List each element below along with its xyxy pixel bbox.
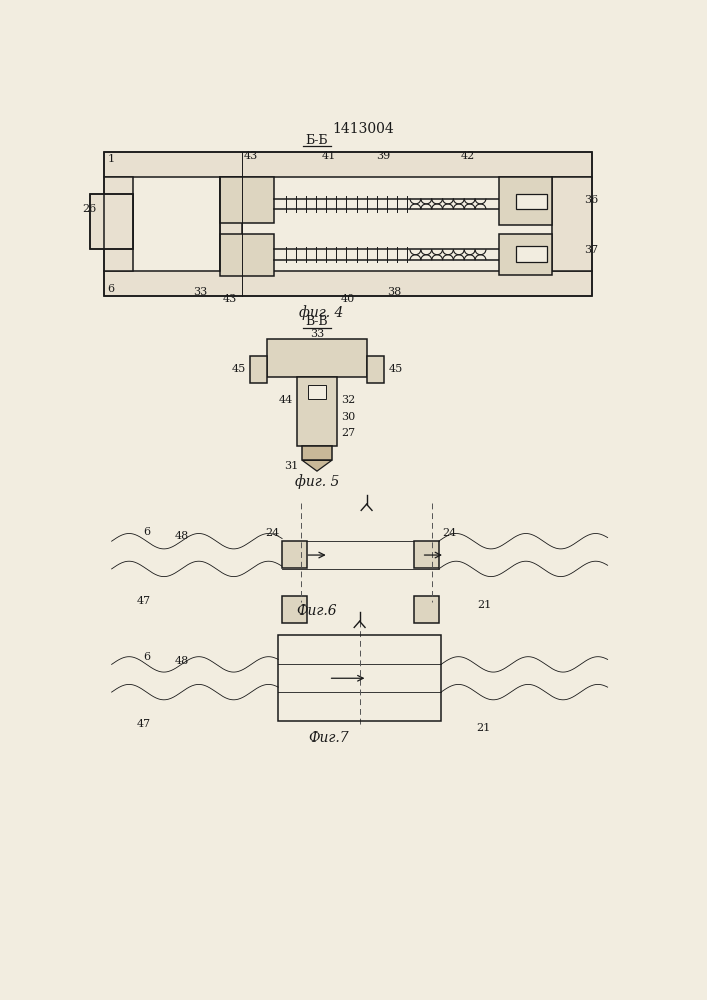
Text: 44: 44 bbox=[279, 395, 293, 405]
Bar bbox=[308, 385, 325, 399]
Text: 32: 32 bbox=[341, 395, 356, 405]
Text: 30: 30 bbox=[341, 412, 356, 422]
Bar bbox=[90, 194, 134, 249]
Text: 38: 38 bbox=[387, 287, 402, 297]
Text: 21: 21 bbox=[477, 600, 491, 610]
Bar bbox=[104, 152, 592, 177]
Text: 47: 47 bbox=[136, 719, 151, 729]
Text: фиг. 4: фиг. 4 bbox=[298, 305, 343, 320]
Bar bbox=[250, 356, 267, 383]
Text: 48: 48 bbox=[175, 656, 189, 666]
Text: 6: 6 bbox=[144, 652, 151, 662]
Bar bbox=[499, 234, 552, 275]
Bar bbox=[368, 356, 385, 383]
Bar bbox=[90, 194, 134, 249]
Text: фиг. 5: фиг. 5 bbox=[295, 474, 339, 489]
Bar bbox=[220, 177, 242, 271]
Bar bbox=[104, 177, 134, 271]
Text: 43: 43 bbox=[244, 151, 258, 161]
Bar bbox=[303, 446, 332, 460]
Bar bbox=[220, 234, 274, 276]
Text: Б-Б: Б-Б bbox=[305, 134, 328, 147]
Text: 39: 39 bbox=[375, 151, 390, 161]
Bar bbox=[552, 177, 592, 271]
Text: 36: 36 bbox=[585, 195, 599, 205]
Bar bbox=[414, 541, 438, 568]
Text: 6: 6 bbox=[107, 284, 115, 294]
Text: 45: 45 bbox=[388, 364, 402, 374]
Bar bbox=[516, 246, 547, 262]
Bar bbox=[220, 177, 274, 223]
Text: 21: 21 bbox=[476, 723, 490, 733]
Text: 37: 37 bbox=[585, 245, 599, 255]
Text: 24: 24 bbox=[265, 528, 279, 538]
Text: 24: 24 bbox=[442, 528, 456, 538]
Text: 1: 1 bbox=[107, 153, 115, 163]
Text: 27: 27 bbox=[341, 428, 355, 438]
Text: 33: 33 bbox=[310, 329, 324, 339]
Bar bbox=[282, 541, 307, 568]
Text: 1413004: 1413004 bbox=[332, 122, 394, 136]
Bar bbox=[414, 596, 438, 623]
Bar bbox=[516, 194, 547, 209]
Bar bbox=[104, 271, 592, 296]
Polygon shape bbox=[303, 460, 332, 471]
Text: В-В: В-В bbox=[305, 315, 328, 328]
Text: Фиг.7: Фиг.7 bbox=[308, 731, 349, 745]
Text: 31: 31 bbox=[284, 461, 298, 471]
Bar bbox=[499, 177, 552, 225]
Text: 45: 45 bbox=[231, 364, 246, 374]
Bar bbox=[279, 635, 441, 721]
Text: 26: 26 bbox=[82, 204, 96, 214]
Bar bbox=[282, 596, 307, 623]
Text: 6: 6 bbox=[144, 527, 151, 537]
Text: 41: 41 bbox=[322, 151, 336, 161]
Bar bbox=[267, 339, 368, 377]
Text: 33: 33 bbox=[194, 287, 208, 297]
Text: Фиг.6: Фиг.6 bbox=[297, 604, 337, 618]
Text: 40: 40 bbox=[341, 294, 355, 304]
Text: 47: 47 bbox=[136, 596, 151, 606]
Text: 42: 42 bbox=[461, 151, 475, 161]
Text: 48: 48 bbox=[175, 531, 189, 541]
Text: 43: 43 bbox=[223, 294, 238, 304]
Bar bbox=[297, 377, 337, 446]
Bar bbox=[104, 152, 592, 296]
